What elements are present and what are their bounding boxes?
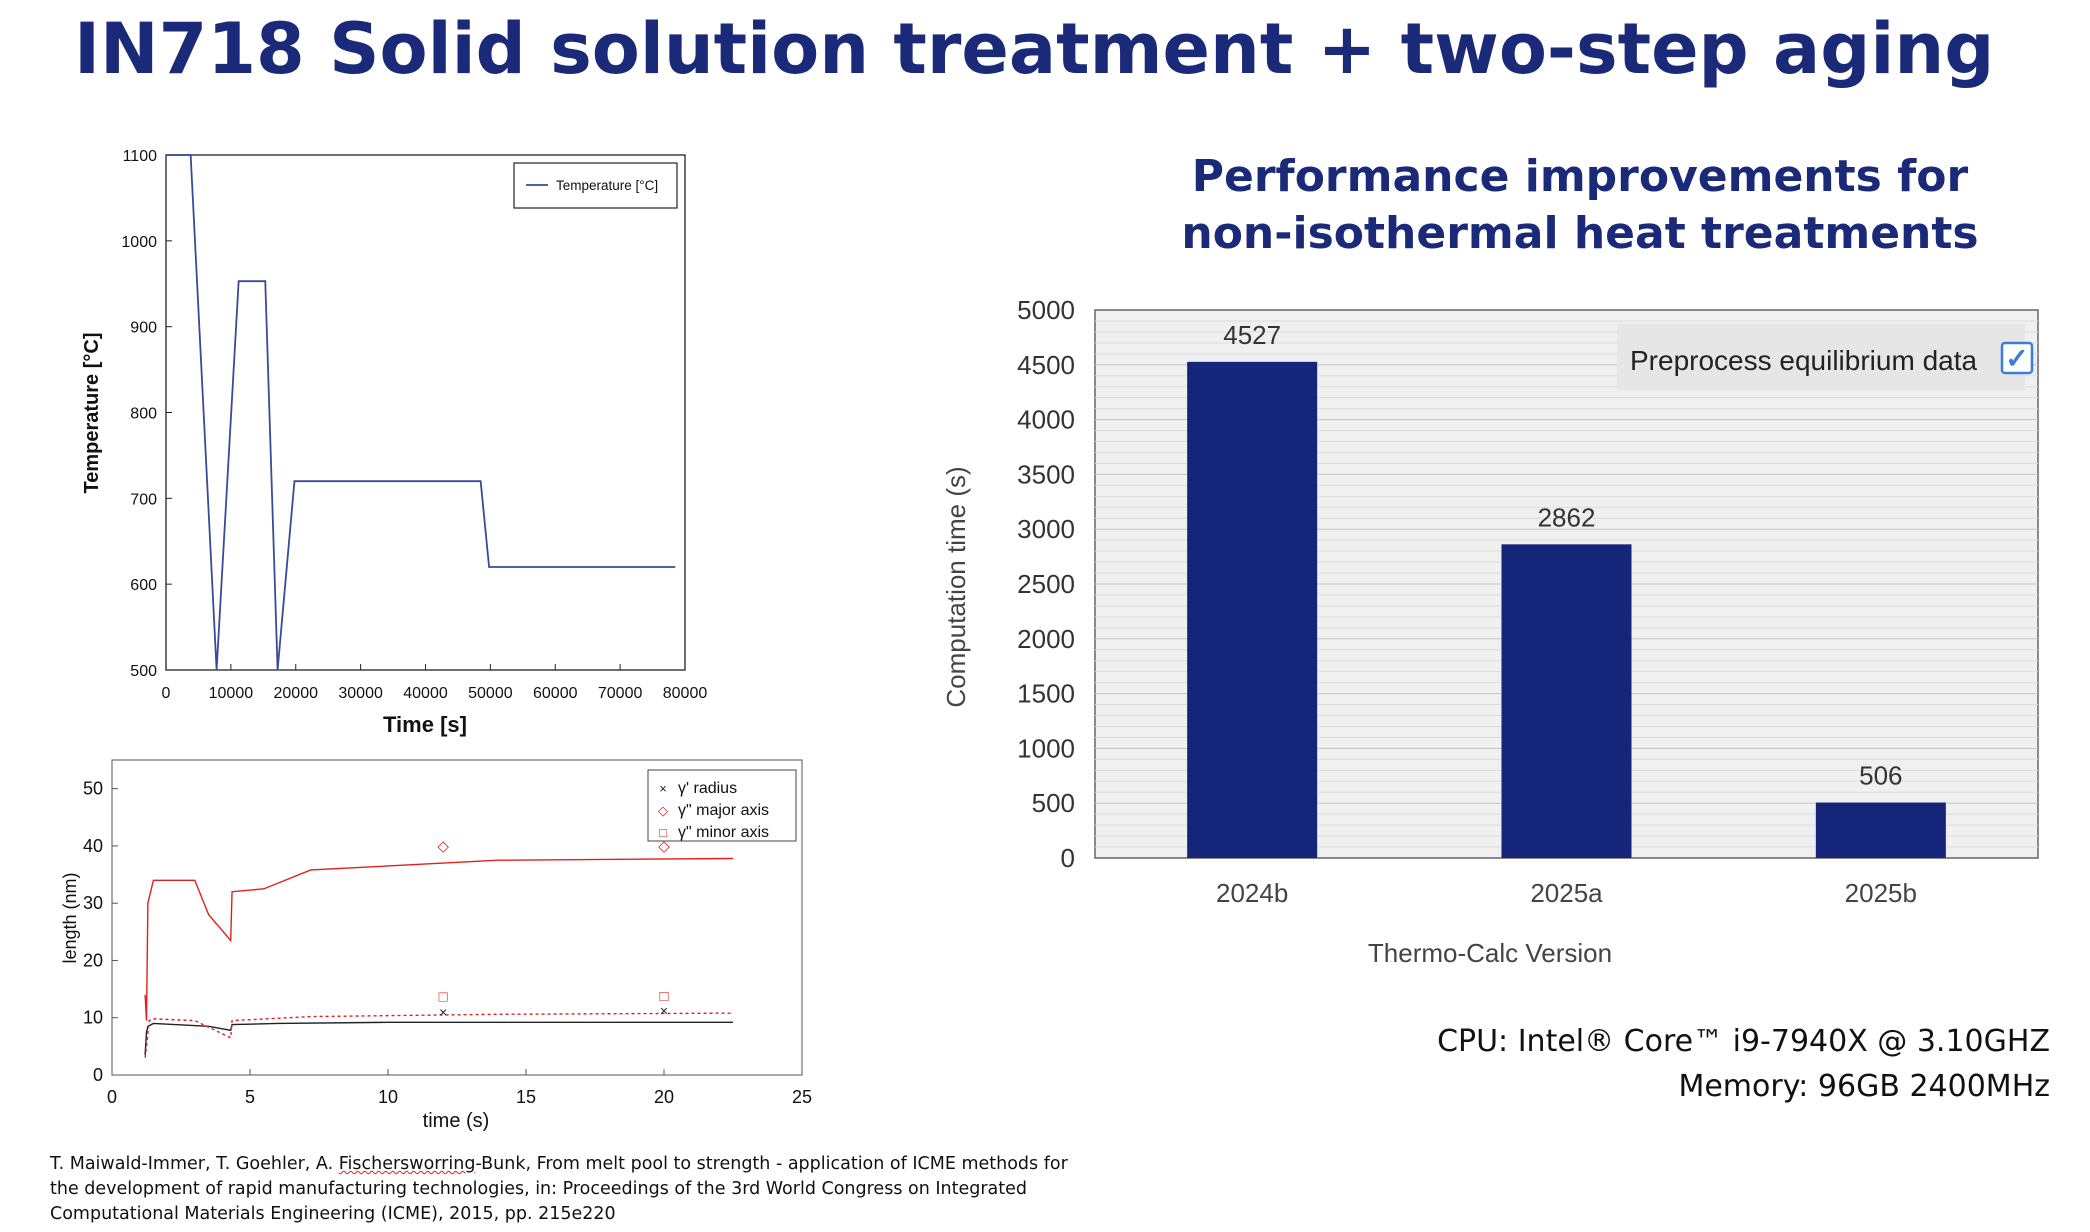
minor-axis-curve (144, 1012, 734, 1058)
length-y-tick-label: 30 (83, 893, 103, 913)
bar-category-label: 2024b (1216, 878, 1288, 908)
temperature-legend-label: Temperature [°C] (556, 178, 658, 193)
bar-category-label: 2025b (1845, 878, 1917, 908)
length-legend: × γ' radius ◇ γ" major axis □ γ" minor a… (647, 769, 797, 842)
radius-marker: × (439, 1004, 447, 1020)
temperature-y-tick-label: 900 (130, 320, 157, 337)
legend-marker-major-axis: ◇ (658, 803, 668, 818)
length-y-tick-label: 20 (83, 950, 103, 970)
computation-time-bar-chart: 0 500 1000 1500 2000 2500 3000 3500 4000 4500 5000… (941, 295, 2039, 968)
bar-category-label: 2025a (1530, 878, 1603, 908)
bar-y-tick-label: 3000 (1017, 514, 1075, 544)
length-y-tick-label: 40 (83, 836, 103, 856)
length-y-axis-label: length (nm) (60, 872, 80, 963)
bar-2025a (1501, 544, 1632, 858)
bar-y-axis-label: Computation time (s) (941, 466, 971, 707)
bar-value-label: 4527 (1223, 320, 1281, 350)
temperature-y-tick-label: 1000 (121, 234, 157, 251)
bar-chart-title: Performance improvements for non-isother… (1180, 148, 1980, 262)
temperature-legend: Temperature [°C] (513, 162, 678, 209)
temperature-series-line (166, 154, 676, 671)
temperature-x-tick-label: 0 (162, 685, 171, 702)
length-x-tick-label: 20 (654, 1087, 674, 1107)
radius-curve (144, 1021, 733, 1055)
length-x-tick-label: 10 (378, 1087, 398, 1107)
legend-check-icon: ✓ (2005, 343, 2028, 374)
bar-value-label: 506 (1859, 761, 1902, 791)
citation-line-1-start: T. Maiwald-Immer, T. Goehler, A. (50, 1154, 339, 1174)
bar-legend: Preprocess equilibrium data ✓ (1617, 324, 2034, 390)
temperature-x-tick-label: 20000 (274, 685, 319, 702)
bar-chart-title-line-2: non-isothermal heat treatments (1181, 208, 1979, 259)
citation-line-1: T. Maiwald-Immer, T. Goehler, A. Fischer… (50, 1152, 1090, 1177)
temperature-x-tick-label: 40000 (403, 685, 448, 702)
legend-label-gamma-prime-radius: γ' radius (678, 780, 737, 797)
bar-y-tick-label: 3500 (1017, 459, 1075, 489)
cpu-info: CPU: Intel® Core™ i9-7940X @ 3.10GHZ (1437, 1024, 2050, 1059)
bar-y-tick-label: 1500 (1017, 679, 1075, 709)
bar-y-tick-label: 2000 (1017, 624, 1075, 654)
major-axis-curve (144, 857, 734, 1021)
temperature-x-tick-label: 70000 (598, 685, 643, 702)
citation: T. Maiwald-Immer, T. Goehler, A. Fischer… (50, 1152, 1090, 1227)
temperature-x-tick-label: 60000 (533, 685, 578, 702)
bar-x-axis-label: Thermo-Calc Version (1368, 938, 1612, 968)
temperature-y-tick-label: 500 (130, 663, 157, 680)
major-axis-marker: ◇ (437, 838, 449, 855)
length-x-tick-label: 0 (107, 1087, 117, 1107)
slide-title: IN718 Solid solution treatment + two-ste… (74, 8, 1995, 90)
legend-label-minor-axis: γ" minor axis (678, 824, 769, 841)
bar-y-tick-label: 2500 (1017, 569, 1075, 599)
legend-label-major-axis: γ" major axis (678, 802, 769, 819)
minor-axis-marker: □ (439, 989, 448, 1006)
length-x-tick-label: 25 (792, 1087, 812, 1107)
memory-info: Memory: 96GB 2400MHz (1678, 1069, 2050, 1104)
temperature-x-tick-label: 80000 (663, 685, 708, 702)
temperature-plot-area (165, 154, 686, 671)
bar-2025b (1815, 802, 1946, 858)
temperature-y-tick-label: 1100 (123, 148, 158, 165)
bar-y-tick-label: 1000 (1017, 733, 1075, 763)
bar-y-tick-label: 4000 (1017, 405, 1075, 435)
bar-legend-label: Preprocess equilibrium data (1630, 345, 1977, 376)
citation-line-3: Computational Materials Engineering (ICM… (50, 1204, 616, 1224)
temperature-y-axis-label: Temperature [°C] (81, 333, 103, 494)
temperature-y-tick-label: 600 (130, 577, 157, 594)
bar-2024b (1187, 361, 1318, 858)
major-axis-marker: ◇ (658, 838, 670, 855)
temperature-x-tick-label: 50000 (468, 685, 513, 702)
legend-marker-minor-axis: □ (659, 825, 667, 840)
citation-line-2: the development of rapid manufacturing t… (50, 1179, 1028, 1199)
temperature-chart: 1100 1000 900 800 700 600 500 0 10000 20000 30000… (81, 148, 708, 737)
bar-y-tick-label: 5000 (1017, 295, 1075, 325)
length-y-tick-label: 0 (93, 1065, 103, 1085)
minor-axis-marker: □ (659, 988, 668, 1005)
bar-chart-title-line-1: Performance improvements for (1191, 151, 1969, 202)
legend-checkbox (2000, 341, 2034, 375)
length-x-axis-label: time (s) (423, 1110, 490, 1132)
legend-marker-gamma-prime-radius: × (659, 781, 667, 796)
length-x-tick-label: 15 (516, 1087, 536, 1107)
length-y-tick-label: 10 (83, 1008, 103, 1028)
temperature-y-tick-label: 800 (130, 406, 157, 423)
temperature-x-axis-label: Time [s] (383, 712, 467, 737)
length-x-tick-label: 5 (245, 1087, 255, 1107)
temperature-x-tick-label: 30000 (338, 685, 383, 702)
citation-line-1-end: -Bunk, From melt pool to strength - appl… (475, 1154, 1068, 1174)
length-y-tick-label: 50 (83, 779, 103, 799)
bar-y-tick-label: 4500 (1017, 350, 1075, 380)
bar-value-label: 2862 (1538, 502, 1596, 532)
citation-underlined-name: Fischersworring (338, 1154, 476, 1174)
bar-y-tick-label: 500 (1032, 788, 1075, 818)
temperature-x-tick-label: 10000 (209, 685, 254, 702)
temperature-y-tick-label: 700 (130, 491, 157, 508)
bar-y-tick-label: 0 (1061, 843, 1075, 873)
radius-marker: × (660, 1002, 668, 1018)
